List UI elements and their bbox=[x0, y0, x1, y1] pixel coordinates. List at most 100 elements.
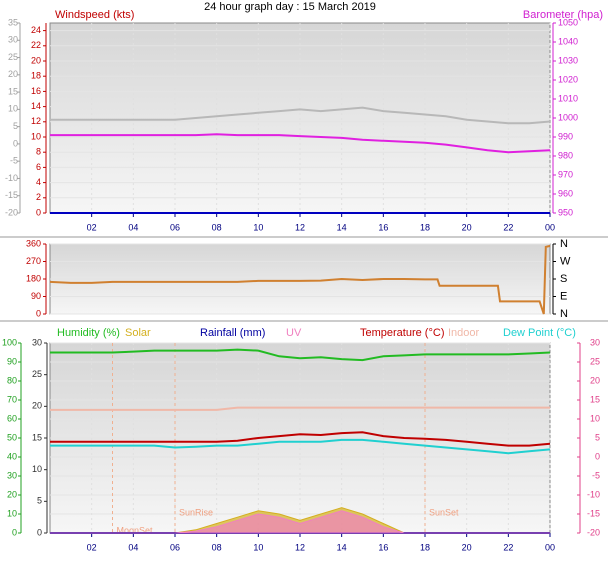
x-tick-label: 06 bbox=[170, 542, 180, 552]
y-tick-label: 15 bbox=[590, 394, 600, 404]
line bbox=[50, 438, 551, 455]
y-tick-label: 360 bbox=[26, 238, 41, 248]
y-tick-label: 15 bbox=[8, 86, 18, 96]
y-tick-label: 6 bbox=[36, 162, 41, 172]
legend-entry: Indoor bbox=[448, 327, 480, 339]
y-tick-label: 5 bbox=[37, 496, 42, 506]
y-tick-label: 10 bbox=[31, 131, 41, 141]
x-tick-label: 18 bbox=[420, 542, 430, 552]
y-tick-label: 25 bbox=[590, 356, 600, 366]
y-tick-label: 24 bbox=[31, 25, 41, 35]
y-tick-label: 960 bbox=[558, 188, 573, 198]
y-tick-label: 950 bbox=[558, 207, 573, 217]
y-tick-label: 0 bbox=[12, 527, 17, 537]
y-tick-label: 0 bbox=[13, 138, 18, 148]
x-tick-label: 16 bbox=[378, 542, 388, 552]
y-tick-label: 60 bbox=[7, 413, 17, 423]
x-tick-label: 20 bbox=[462, 542, 472, 552]
legend-entry: UV bbox=[286, 327, 302, 339]
y-tick-label: N bbox=[560, 238, 568, 250]
y-tick-label: 90 bbox=[7, 356, 17, 366]
x-tick-label: 12 bbox=[295, 542, 305, 552]
y-tick-label: 20 bbox=[8, 69, 18, 79]
y-tick-label: 50 bbox=[7, 432, 17, 442]
y-tick-label: 1040 bbox=[558, 36, 578, 46]
x-tick-label: 02 bbox=[87, 222, 97, 232]
x-tick-label: 08 bbox=[212, 542, 222, 552]
line bbox=[50, 406, 550, 411]
y-tick-label: 14 bbox=[31, 101, 41, 111]
y-tick-label: 10 bbox=[590, 413, 600, 423]
y-tick-label: 0 bbox=[36, 308, 41, 318]
x-tick-label: 02 bbox=[87, 542, 97, 552]
x-tick-label: 22 bbox=[503, 222, 513, 232]
y-tick-label: 30 bbox=[590, 337, 600, 347]
y-tick-label: N bbox=[560, 308, 568, 320]
y-tick-label: E bbox=[560, 290, 567, 302]
x-tick-label: 16 bbox=[378, 222, 388, 232]
y-tick-label: 25 bbox=[8, 52, 18, 62]
y-tick-label: -10 bbox=[587, 489, 600, 499]
x-tick-label: 10 bbox=[253, 222, 263, 232]
legend-entry: Rainfall (mm) bbox=[200, 327, 265, 339]
legend-entry: Solar bbox=[125, 327, 151, 339]
y-tick-label: 30 bbox=[32, 337, 42, 347]
x-tick-label: 22 bbox=[503, 542, 513, 552]
legend-entry: Humidity (%) bbox=[57, 327, 120, 339]
x-tick-label: 14 bbox=[337, 542, 347, 552]
y-tick-label: 20 bbox=[32, 401, 42, 411]
y-tick-label: 100 bbox=[2, 337, 17, 347]
y-tick-label: -15 bbox=[5, 190, 18, 200]
y-tick-label: 990 bbox=[558, 131, 573, 141]
y-tick-label: 10 bbox=[32, 464, 42, 474]
y-tick-label: 5 bbox=[595, 432, 600, 442]
y-tick-label: 20 bbox=[31, 55, 41, 65]
y-tick-label: 0 bbox=[595, 451, 600, 461]
y-tick-label: 1030 bbox=[558, 55, 578, 65]
x-tick-label: 04 bbox=[128, 542, 138, 552]
y-tick-label: 30 bbox=[7, 470, 17, 480]
y-tick-label: 18 bbox=[31, 71, 41, 81]
y-tick-label: -15 bbox=[587, 508, 600, 518]
x-tick-label: 06 bbox=[170, 222, 180, 232]
chart-title: 24 hour graph day : 15 March 2019 bbox=[204, 1, 376, 13]
y-tick-label: 20 bbox=[590, 375, 600, 385]
y-tick-label: 1050 bbox=[558, 17, 578, 27]
legend-entry: Dew Point (°C) bbox=[503, 327, 576, 339]
legend-entry: Temperature (°C) bbox=[360, 327, 444, 339]
x-tick-label: 08 bbox=[212, 222, 222, 232]
y-tick-label: 1010 bbox=[558, 93, 578, 103]
y-tick-label: 35 bbox=[8, 17, 18, 27]
line bbox=[50, 348, 551, 362]
line bbox=[50, 431, 551, 447]
y-tick-label: -5 bbox=[592, 470, 600, 480]
y-tick-label: 30 bbox=[8, 35, 18, 45]
y-tick-label: 980 bbox=[558, 150, 573, 160]
y-tick-label: W bbox=[560, 255, 571, 267]
y-tick-label: 270 bbox=[26, 256, 41, 266]
y-tick-label: -20 bbox=[5, 207, 18, 217]
y-tick-label: 70 bbox=[7, 394, 17, 404]
annotation: MoonSet bbox=[117, 525, 154, 535]
y-tick-label: 4 bbox=[36, 177, 41, 187]
y-axis-label: Windspeed (kts) bbox=[55, 9, 134, 21]
y-tick-label: -20 bbox=[587, 527, 600, 537]
annotation: SunRise bbox=[179, 507, 213, 517]
y-tick-label: S bbox=[560, 273, 567, 285]
x-tick-label: 00 bbox=[545, 542, 555, 552]
y-tick-label: 970 bbox=[558, 169, 573, 179]
annotation: SunSet bbox=[429, 507, 459, 517]
y-tick-label: 22 bbox=[31, 40, 41, 50]
line bbox=[50, 106, 551, 125]
y-tick-label: -5 bbox=[10, 156, 18, 166]
y-tick-label: 12 bbox=[31, 116, 41, 126]
y-tick-label: 0 bbox=[36, 207, 41, 217]
x-tick-label: 14 bbox=[337, 222, 347, 232]
y-tick-label: 25 bbox=[32, 369, 42, 379]
x-tick-label: 04 bbox=[128, 222, 138, 232]
y-tick-label: 2 bbox=[36, 192, 41, 202]
y-tick-label: 8 bbox=[36, 147, 41, 157]
y-tick-label: 1000 bbox=[558, 112, 578, 122]
y-tick-label: 0 bbox=[37, 527, 42, 537]
x-tick-label: 20 bbox=[462, 222, 472, 232]
